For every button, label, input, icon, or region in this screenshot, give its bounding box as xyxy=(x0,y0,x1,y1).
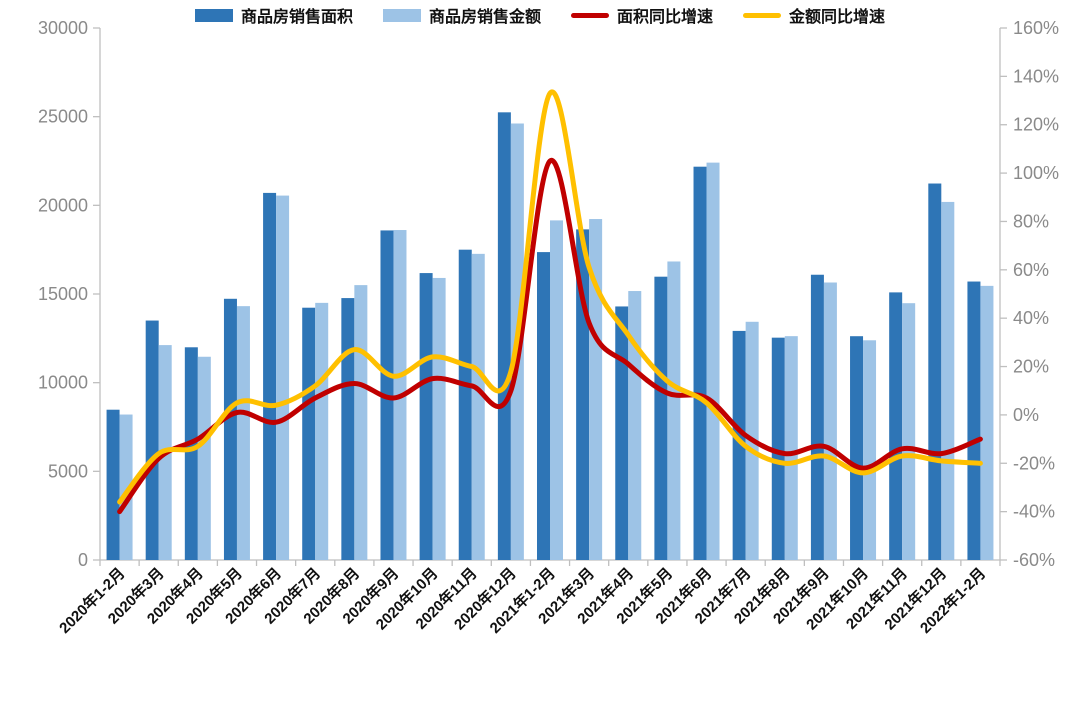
left-axis-tick-label: 30000 xyxy=(38,18,88,38)
line-area-yoy-line xyxy=(117,158,983,515)
bar-sales-amount-bar xyxy=(902,303,916,560)
bar-sales-area-bar xyxy=(263,192,277,560)
chart-legend: 商品房销售面积 商品房销售金额 面积同比增速 金额同比增速 xyxy=(0,0,1080,30)
left-axis-tick-label: 5000 xyxy=(48,461,88,481)
bar-sales-amount-bar xyxy=(863,340,877,560)
bar-sales-amount-bar xyxy=(589,219,603,560)
line-amount-yoy-line xyxy=(117,89,983,505)
legend-item-sales-area-bar: 商品房销售面积 xyxy=(194,3,353,27)
bar-sales-amount-bar xyxy=(471,253,485,560)
right-axis-tick-label: -40% xyxy=(1013,502,1055,522)
bar-sales-area-bar xyxy=(497,112,511,561)
left-axis-tick-label: 10000 xyxy=(38,373,88,393)
bar-sales-amount-bar xyxy=(432,277,446,560)
bar-sales-area-bar xyxy=(184,347,198,560)
bar-sales-area-bar xyxy=(928,183,942,560)
legend-label-sales-amount-bar: 商品房销售金额 xyxy=(428,9,541,26)
bar-sales-amount-bar xyxy=(941,201,955,560)
bar-sales-amount-bar xyxy=(315,302,329,560)
legend-label-area-yoy-line: 面积同比增速 xyxy=(617,9,714,26)
bar-sales-area-bar xyxy=(223,298,237,560)
bar-sales-amount-bar xyxy=(706,162,720,560)
left-axis-tick-label: 20000 xyxy=(38,195,88,215)
right-axis-tick-label: 120% xyxy=(1013,115,1059,135)
right-axis-tick-label: -60% xyxy=(1013,550,1055,570)
right-axis-tick-label: 40% xyxy=(1013,308,1049,328)
housing-sales-combo-chart: 0 5000 10000 15000 20000 25000 30000 -60% -40% -2… xyxy=(38,18,1059,637)
bar-sales-area-bar xyxy=(654,276,668,560)
bar-sales-area-bar xyxy=(889,292,903,560)
legend-swatch-area-yoy-line xyxy=(571,12,609,18)
bar-sales-area-bar xyxy=(850,336,864,560)
bar-sales-area-bar xyxy=(967,281,981,560)
bar-sales-amount-bar xyxy=(276,195,290,560)
legend-swatch-sales-amount-bar xyxy=(382,8,421,22)
bar-sales-amount-bar xyxy=(823,282,837,560)
bar-sales-area-bar xyxy=(458,249,472,561)
legend-swatch-sales-area-bar xyxy=(194,8,233,22)
bar-sales-area-bar xyxy=(341,298,355,560)
bar-sales-area-bar xyxy=(732,330,746,560)
bar-sales-amount-bar xyxy=(119,414,133,560)
left-axis-tick-label: 15000 xyxy=(38,284,88,304)
bar-sales-area-bar xyxy=(810,274,824,560)
left-axis-tick-label: 0 xyxy=(78,550,88,570)
legend-label-amount-yoy-line: 金额同比增速 xyxy=(789,9,886,26)
legend-label-sales-area-bar: 商品房销售面积 xyxy=(240,9,353,26)
bar-sales-amount-bar xyxy=(197,356,211,560)
right-axis-tick-label: 80% xyxy=(1013,211,1049,231)
right-axis-tick-label: 20% xyxy=(1013,357,1049,377)
bar-sales-area-bar xyxy=(771,337,785,560)
right-axis-tick-label: 100% xyxy=(1013,163,1059,183)
bar-sales-area-bar xyxy=(302,307,316,560)
bar-sales-area-bar xyxy=(419,273,433,560)
legend-item-area-yoy-line: 面积同比增速 xyxy=(571,3,713,27)
bar-sales-area-bar xyxy=(537,252,550,560)
bar-sales-area-bar xyxy=(693,166,707,561)
right-axis-tick-label: 0% xyxy=(1013,405,1039,425)
right-axis-tick-label: 140% xyxy=(1013,66,1059,86)
bar-sales-amount-bar xyxy=(236,306,250,560)
right-axis-tick-label: -20% xyxy=(1013,453,1055,473)
bar-sales-amount-bar xyxy=(354,285,368,560)
bar-sales-amount-bar xyxy=(980,285,994,560)
bar-sales-area-bar xyxy=(145,320,159,560)
bar-sales-area-bar xyxy=(615,306,629,560)
bar-sales-amount-bar xyxy=(550,220,563,561)
bar-sales-amount-bar xyxy=(784,336,798,560)
left-axis-tick-label: 25000 xyxy=(38,107,88,127)
legend-item-amount-yoy-line: 金额同比增速 xyxy=(743,3,885,27)
bar-sales-amount-bar xyxy=(628,291,642,560)
legend-swatch-amount-yoy-line xyxy=(743,12,782,18)
right-axis-tick-label: 60% xyxy=(1013,260,1049,280)
bar-sales-amount-bar xyxy=(667,261,681,560)
right-axis-tick-label: 160% xyxy=(1013,18,1059,38)
legend-item-sales-amount-bar: 商品房销售金额 xyxy=(382,3,541,27)
bar-sales-area-bar xyxy=(106,409,120,560)
